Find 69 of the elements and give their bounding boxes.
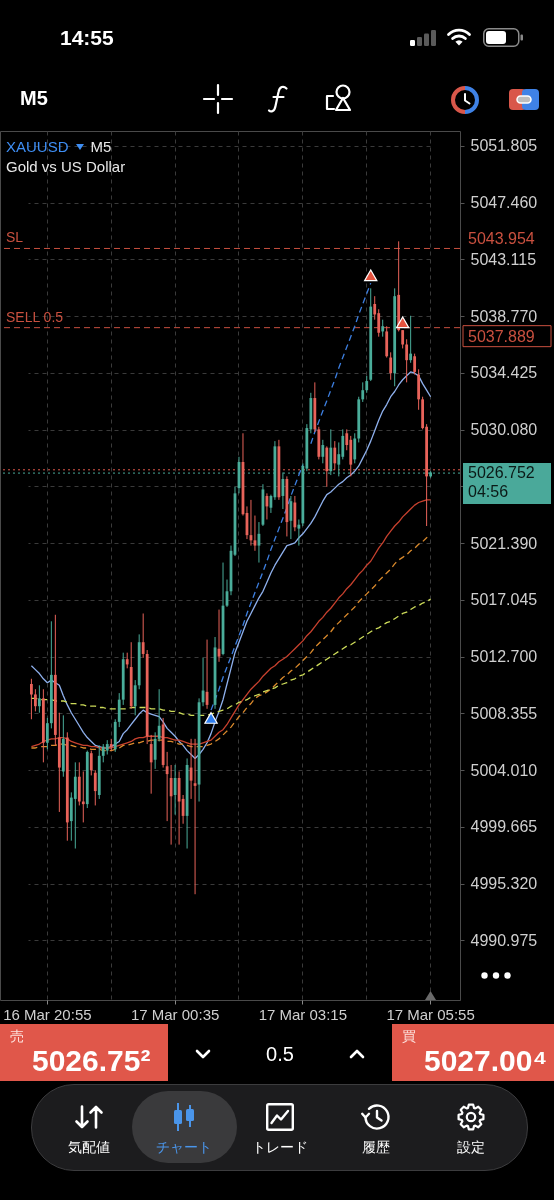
text: 5026.752	[468, 464, 535, 482]
y-tick-label: 5017.045	[470, 591, 538, 609]
x-tick-label: 17 Mar 03:15	[258, 1005, 348, 1023]
candlestick	[45, 717, 49, 750]
text: M5	[20, 87, 48, 109]
text: Gold vs US Dollar	[6, 158, 126, 175]
y-tick-label: 5030.080	[470, 421, 538, 439]
y-tick-label: 5047.460	[470, 194, 538, 212]
candlestick	[333, 440, 337, 471]
candlestick	[141, 612, 145, 659]
candlestick	[405, 338, 409, 383]
text: 設定	[457, 1139, 485, 1155]
text: チャート	[156, 1139, 212, 1155]
candlestick	[321, 439, 325, 464]
text: 5043.954	[468, 230, 535, 248]
x-tick-label: 17 Mar 05:55	[386, 1005, 475, 1023]
text: 5037.889	[468, 327, 535, 345]
candlestick	[361, 381, 365, 403]
y-tick-label: 5012.700	[470, 648, 538, 666]
candlestick	[401, 329, 405, 349]
text: 5026.75²	[32, 1044, 151, 1077]
text: 14:55	[60, 26, 114, 49]
x-tick-label: 16 Mar 20:55	[3, 1005, 92, 1023]
candlestick	[289, 495, 293, 540]
text: トレード	[252, 1139, 308, 1155]
y-tick-label: 5004.010	[470, 761, 538, 779]
y-tick-label: 5043.115	[470, 250, 537, 268]
ref-line-label: SELL 0.5	[6, 308, 64, 325]
text: 履歴	[362, 1139, 390, 1155]
candlestick	[177, 770, 181, 846]
point	[395, 316, 410, 329]
candlestick	[169, 764, 173, 846]
candlestick	[377, 308, 381, 338]
candlestick	[133, 679, 137, 716]
candlestick	[389, 351, 393, 381]
x-tick-label: 17 Mar 00:35	[130, 1005, 220, 1023]
candlestick	[30, 678, 33, 720]
annotation: M5	[90, 138, 112, 155]
candlestick	[117, 692, 121, 728]
candlestick	[37, 684, 41, 714]
chart-title: XAUUSD	[6, 138, 69, 155]
point	[204, 712, 218, 724]
candlestick	[101, 743, 105, 763]
ref-line-label: SL	[6, 229, 24, 246]
y-tick-label: 4990.975	[470, 931, 538, 949]
y-tick-label: 5034.425	[470, 364, 538, 382]
y-tick-label: 4999.665	[470, 818, 538, 836]
y-tick-label: 4995.320	[470, 875, 538, 893]
candlestick	[353, 432, 357, 464]
candlestick	[93, 769, 97, 806]
candlestick	[325, 445, 329, 488]
candlestick	[33, 688, 37, 712]
candlestick	[413, 353, 417, 376]
y-tick-label: 5051.805	[470, 137, 538, 155]
candlestick	[89, 750, 93, 776]
text: 気配値	[68, 1139, 110, 1155]
candlestick	[409, 315, 413, 364]
y-tick-label: 5021.390	[470, 534, 538, 552]
y-tick-label: 5008.355	[470, 704, 538, 722]
candlestick	[173, 764, 177, 816]
text: 0.5	[266, 1043, 294, 1065]
candlestick	[149, 734, 153, 795]
text: 買	[402, 1028, 416, 1044]
y-tick-label: 5038.770	[470, 307, 538, 325]
point	[364, 269, 378, 282]
text: 売	[10, 1028, 24, 1044]
text: 5027.00⁴	[424, 1044, 548, 1077]
text: 04:56	[468, 483, 509, 501]
candlestick	[73, 761, 77, 850]
